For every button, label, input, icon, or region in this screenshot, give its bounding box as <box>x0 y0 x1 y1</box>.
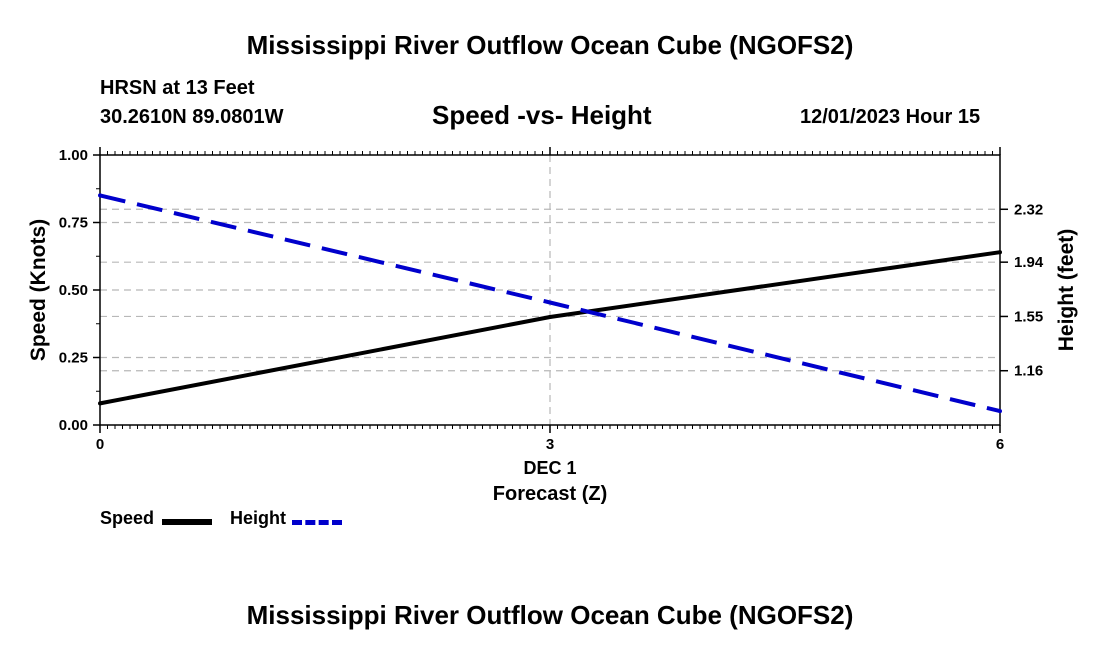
y-axis-left-label: Speed (Knots) <box>27 219 50 361</box>
y-right-tick-label: 1.94 <box>1014 254 1044 271</box>
y-right-tick-label: 1.55 <box>1014 308 1043 325</box>
main-title: Mississippi River Outflow Ocean Cube (NG… <box>246 30 854 60</box>
chart-series <box>98 193 1002 414</box>
x-tick-label: 6 <box>996 436 1004 453</box>
data-point-height <box>998 409 1002 414</box>
y-left-tick-label: 0.00 <box>59 417 88 434</box>
legend-swatch-speed <box>162 519 212 525</box>
station-coords: 30.2610N 89.0801W <box>100 106 284 128</box>
legend-swatch-height <box>292 520 342 525</box>
legend-label-height: Height <box>230 508 286 528</box>
y-right-tick-label: 2.32 <box>1014 201 1043 218</box>
forecast-datetime: 12/01/2023 Hour 15 <box>800 106 981 128</box>
x-tick-label: 3 <box>546 436 554 453</box>
axis-ticks: 0.00 0.25 0.50 0.75 1.00 1.16 1.55 1.94 2.32 0 3 6 <box>59 147 1044 453</box>
x-axis-date-label: DEC 1 <box>523 458 576 478</box>
y-left-tick-label: 1.00 <box>59 147 88 164</box>
data-point-speed <box>998 250 1002 255</box>
x-tick-label: 0 <box>96 436 104 453</box>
data-point-speed <box>98 401 102 406</box>
y-left-tick-label: 0.25 <box>59 350 88 367</box>
y-left-tick-label: 0.50 <box>59 282 88 299</box>
y-right-tick-label: 1.16 <box>1014 363 1043 380</box>
chart-title: Speed -vs- Height <box>432 100 652 130</box>
x-axis-label: Forecast (Z) <box>493 483 607 505</box>
legend-label-speed: Speed <box>100 508 155 528</box>
bottom-title: Mississippi River Outflow Ocean Cube (NG… <box>246 600 854 630</box>
data-point-speed <box>548 315 552 319</box>
data-point-height <box>548 300 552 305</box>
station-label: HRSN at 13 Feet <box>100 77 255 99</box>
speed-height-chart: 0.000.250.500.751.001.161.551.942.320 3 6 … <box>27 147 1078 505</box>
data-point-height <box>98 193 102 198</box>
chart-grid <box>100 155 1000 425</box>
y-left-tick-label: 0.75 <box>59 215 88 232</box>
y-axis-right-label: Height (feet) <box>1055 229 1078 352</box>
